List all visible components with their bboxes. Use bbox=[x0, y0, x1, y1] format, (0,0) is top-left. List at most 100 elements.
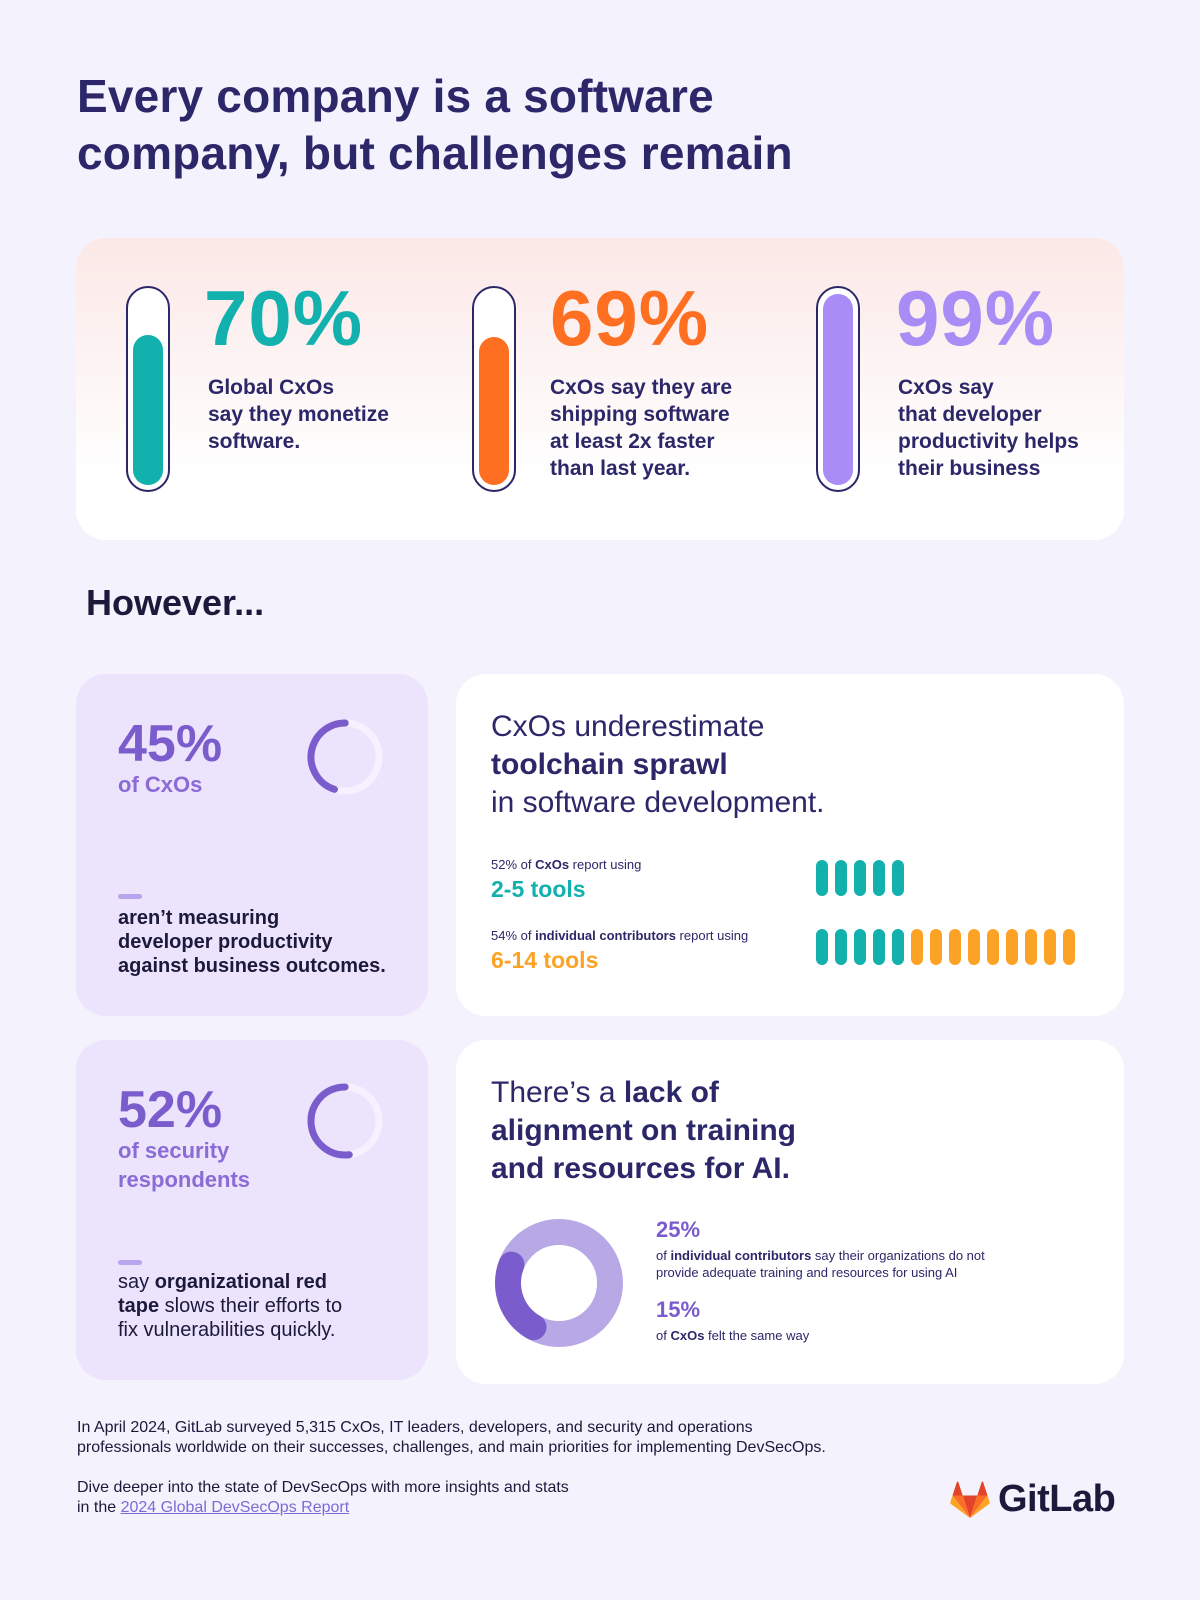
card-statement: aren’t measuring developer productivity … bbox=[118, 906, 408, 978]
statement-line: aren’t measuring bbox=[118, 907, 280, 929]
note-line: in the bbox=[77, 1499, 121, 1516]
heading-text: There’s a bbox=[491, 1076, 624, 1109]
statement-text: fix vulnerabilities quickly. bbox=[118, 1319, 336, 1341]
thermometer-fill bbox=[823, 294, 853, 485]
desc-line: say they monetize bbox=[208, 403, 389, 426]
tool-pill bbox=[1063, 929, 1075, 965]
desc-line: productivity helps bbox=[898, 430, 1079, 453]
tool-pill bbox=[816, 860, 828, 896]
heading-line: CxOs underestimate bbox=[491, 710, 765, 743]
thermometer-fill bbox=[133, 335, 163, 485]
title-line-2: company, but challenges remain bbox=[77, 127, 793, 179]
stat-description: CxOs say that developer productivity hel… bbox=[898, 374, 1108, 482]
cxo-tools-count: 2-5 tools bbox=[491, 876, 586, 902]
top-stats-card: 70% Global CxOs say they monetize softwa… bbox=[76, 238, 1124, 540]
subject-line: respondents bbox=[118, 1167, 251, 1192]
statement-bold: tape bbox=[118, 1295, 160, 1317]
heading-bold: and resources for AI. bbox=[491, 1152, 790, 1185]
ai-donut-chart bbox=[495, 1219, 623, 1347]
gitlab-tanuki-icon bbox=[950, 1480, 990, 1518]
stat-productivity: 99% CxOs say that developer productivity… bbox=[816, 238, 1116, 540]
tool-pill bbox=[854, 860, 866, 896]
tool-pill bbox=[873, 929, 885, 965]
tool-pill bbox=[892, 929, 904, 965]
ai-heading: There’s a lack of alignment on training … bbox=[491, 1074, 891, 1188]
progress-ring-icon bbox=[307, 1083, 383, 1159]
ic-ai-text: of individual contributors say their org… bbox=[656, 1247, 1036, 1281]
divider-dash bbox=[118, 1260, 142, 1265]
tool-pill bbox=[949, 929, 961, 965]
desc-line: Global CxOs bbox=[208, 376, 335, 399]
card-toolchain-sprawl: CxOs underestimate toolchain sprawl in s… bbox=[456, 674, 1124, 1016]
tool-pill bbox=[987, 929, 999, 965]
stat-description: CxOs say they are shipping software at l… bbox=[550, 374, 760, 482]
desc-line: shipping software bbox=[550, 403, 730, 426]
divider-dash bbox=[118, 894, 142, 899]
thermometer-gauge bbox=[816, 286, 860, 492]
cxo-tools-pills bbox=[816, 860, 904, 896]
stat-percent: 99% bbox=[896, 274, 1056, 362]
label-bold: individual contributors bbox=[535, 928, 676, 943]
card-percent: 45% bbox=[118, 715, 223, 773]
tool-pill bbox=[1044, 929, 1056, 965]
tool-pill bbox=[1006, 929, 1018, 965]
statement-text: say bbox=[118, 1271, 155, 1293]
note-line: In April 2024, GitLab surveyed 5,315 CxO… bbox=[77, 1419, 753, 1436]
tool-pill bbox=[873, 860, 885, 896]
statement-text: slows their efforts to bbox=[159, 1295, 343, 1317]
cxo-ai-percent: 15% bbox=[656, 1297, 701, 1322]
statement-line: against business outcomes. bbox=[118, 955, 386, 977]
desc-line: their business bbox=[898, 457, 1041, 480]
ic-tools-pills bbox=[816, 929, 1075, 965]
label-text: 54% of bbox=[491, 928, 536, 943]
ai-text-part: say their organizations do not bbox=[811, 1248, 985, 1263]
desc-line: CxOs say bbox=[898, 376, 994, 399]
ic-tools-count: 6-14 tools bbox=[491, 947, 599, 973]
stat-percent: 70% bbox=[204, 274, 364, 362]
desc-line: that developer bbox=[898, 403, 1042, 426]
tool-pill bbox=[968, 929, 980, 965]
cxo-tools-label: 52% of CxOs report using bbox=[491, 857, 641, 872]
stat-monetize: 70% Global CxOs say they monetize softwa… bbox=[126, 238, 426, 540]
statement-line: developer productivity bbox=[118, 931, 333, 953]
tool-pill bbox=[854, 929, 866, 965]
thermometer-gauge bbox=[472, 286, 516, 492]
tool-pill bbox=[911, 929, 923, 965]
stat-shipping: 69% CxOs say they are shipping software … bbox=[472, 238, 792, 540]
label-text: 52% of bbox=[491, 857, 536, 872]
survey-note: In April 2024, GitLab surveyed 5,315 CxO… bbox=[77, 1418, 957, 1458]
report-link[interactable]: 2024 Global DevSecOps Report bbox=[120, 1499, 350, 1516]
stat-description: Global CxOs say they monetize software. bbox=[208, 374, 418, 455]
ai-text-part: provide adequate training and resources … bbox=[656, 1265, 958, 1280]
however-heading: However... bbox=[86, 582, 265, 623]
cxo-ai-text: of CxOs felt the same way bbox=[656, 1327, 1036, 1344]
card-percent: 52% bbox=[118, 1081, 223, 1139]
card-ai-alignment: There’s a lack of alignment on training … bbox=[456, 1040, 1124, 1384]
ic-tools-label: 54% of individual contributors report us… bbox=[491, 928, 748, 943]
label-text: report using bbox=[675, 928, 749, 943]
tool-pill bbox=[835, 929, 847, 965]
stat-percent: 69% bbox=[550, 274, 710, 362]
thermometer-gauge bbox=[126, 286, 170, 492]
heading-line: in software development. bbox=[491, 786, 825, 819]
title-line-1: Every company is a software bbox=[77, 70, 714, 122]
page-title: Every company is a software company, but… bbox=[77, 68, 977, 182]
heading-bold: toolchain sprawl bbox=[491, 748, 728, 781]
heading-bold: lack of bbox=[623, 1076, 719, 1109]
tool-pill bbox=[835, 860, 847, 896]
ai-text-part: of bbox=[656, 1248, 671, 1263]
label-bold: CxOs bbox=[535, 857, 570, 872]
tool-pill bbox=[892, 860, 904, 896]
card-subject: of security respondents bbox=[118, 1136, 318, 1194]
desc-line: at least 2x faster bbox=[550, 430, 715, 453]
ai-text-part: of bbox=[656, 1328, 671, 1343]
tool-pill bbox=[930, 929, 942, 965]
label-text: report using bbox=[569, 857, 642, 872]
card-red-tape: 52% of security respondents say organiza… bbox=[76, 1040, 428, 1380]
tool-pill bbox=[1025, 929, 1037, 965]
gitlab-wordmark: GitLab bbox=[998, 1478, 1116, 1520]
progress-ring-icon bbox=[307, 719, 383, 795]
desc-line: than last year. bbox=[550, 457, 691, 480]
note-line: Dive deeper into the state of DevSecOps … bbox=[77, 1479, 569, 1496]
ai-text-bold: individual contributors bbox=[670, 1248, 812, 1263]
